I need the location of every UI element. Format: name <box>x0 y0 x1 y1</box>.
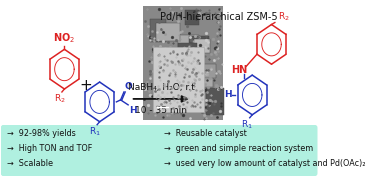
Bar <box>153 47 204 112</box>
Bar <box>150 19 166 42</box>
Bar <box>143 6 223 120</box>
Text: →  Scalable: → Scalable <box>8 159 53 168</box>
Text: NaBH₄, H₂O, r.t: NaBH₄, H₂O, r.t <box>128 83 195 92</box>
Text: →  used very low amount of catalyst and Pd(OAc)₂: → used very low amount of catalyst and P… <box>164 159 366 168</box>
Text: R$_1$: R$_1$ <box>241 119 253 131</box>
Text: R$_1$: R$_1$ <box>89 126 101 138</box>
Text: →  92-98% yields: → 92-98% yields <box>8 129 76 138</box>
Text: HN: HN <box>232 65 248 75</box>
Bar <box>181 61 194 88</box>
Bar <box>185 10 199 25</box>
Text: →  green and simple reaction system: → green and simple reaction system <box>164 144 313 153</box>
Bar <box>192 64 215 78</box>
Bar <box>165 75 175 92</box>
FancyBboxPatch shape <box>2 126 317 175</box>
Bar <box>206 88 224 115</box>
Text: →  Reusable catalyst: → Reusable catalyst <box>164 129 247 138</box>
Bar <box>178 35 200 52</box>
Text: R$_2$: R$_2$ <box>54 93 65 105</box>
Text: O: O <box>125 82 133 91</box>
Text: H: H <box>129 106 136 115</box>
Bar <box>194 39 210 53</box>
Bar <box>195 72 213 87</box>
Text: R$_2$: R$_2$ <box>278 10 290 22</box>
Text: 10 - 35 min: 10 - 35 min <box>135 106 187 115</box>
Bar <box>189 36 209 52</box>
Text: H: H <box>224 90 231 99</box>
Text: Pd/H-hierarchical ZSM-5: Pd/H-hierarchical ZSM-5 <box>160 12 277 22</box>
Text: +: + <box>80 78 93 93</box>
Bar <box>178 43 197 57</box>
Text: NO$_2$: NO$_2$ <box>53 32 76 45</box>
Text: →  High TON and TOF: → High TON and TOF <box>8 144 93 153</box>
Bar <box>156 23 180 41</box>
